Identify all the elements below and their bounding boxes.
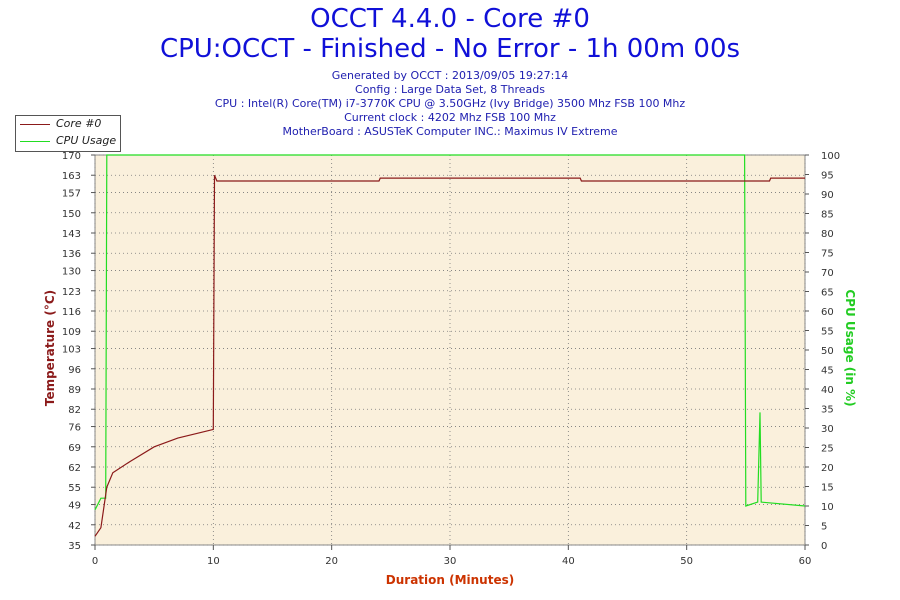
chart-legend: Core #0 CPU Usage bbox=[15, 115, 121, 152]
y-tick-label-left: 157 bbox=[62, 189, 81, 200]
chart-subtitle: CPU:OCCT - Finished - No Error - 1h 00m … bbox=[159, 34, 741, 64]
x-tick-label: 30 bbox=[444, 556, 457, 567]
y-tick-label-right: 70 bbox=[821, 268, 834, 279]
legend-swatch-cpu-usage bbox=[20, 141, 50, 142]
y-tick-label-right: 75 bbox=[821, 249, 834, 260]
series-line-cpu-usage bbox=[94, 154, 806, 511]
y-tick-label-right: 90 bbox=[821, 190, 834, 201]
y-tick-label-right: 35 bbox=[821, 405, 834, 416]
x-axis-label: Duration (Minutes) bbox=[386, 573, 514, 587]
y-tick-label-left: 96 bbox=[68, 365, 81, 376]
legend-item-core0: Core #0 bbox=[16, 116, 120, 133]
series-line-temp bbox=[94, 174, 805, 537]
y-tick-label-right: 0 bbox=[821, 541, 827, 552]
y-tick-label-left: 42 bbox=[68, 521, 81, 532]
y-tick-label-right: 100 bbox=[821, 151, 840, 162]
plot-area bbox=[94, 154, 806, 546]
y-tick-label-right: 20 bbox=[821, 463, 834, 474]
y-tick-label-left: 103 bbox=[62, 345, 81, 356]
y-tick-label-left: 170 bbox=[62, 151, 81, 162]
y-tick-label-right: 5 bbox=[821, 522, 827, 533]
info-motherboard: MotherBoard : ASUSTeK Computer INC.: Max… bbox=[282, 125, 618, 138]
info-clock: Current clock : 4202 Mhz FSB 100 Mhz bbox=[344, 111, 556, 124]
y-tick-label-right: 30 bbox=[821, 424, 834, 435]
y-tick-label-right: 40 bbox=[821, 385, 834, 396]
y-tick-label-right: 65 bbox=[821, 288, 834, 299]
y-tick-label-left: 35 bbox=[68, 541, 81, 552]
y-tick-label-right: 45 bbox=[821, 366, 834, 377]
x-tick-label: 60 bbox=[799, 556, 812, 567]
legend-item-cpu-usage: CPU Usage bbox=[16, 133, 120, 150]
legend-swatch-core0 bbox=[20, 124, 50, 125]
x-tick-label: 0 bbox=[92, 556, 98, 567]
x-tick-label: 10 bbox=[207, 556, 220, 567]
y-tick-label-left: 62 bbox=[68, 463, 81, 474]
y-tick-label-left: 69 bbox=[68, 443, 81, 454]
y-tick-label-left: 163 bbox=[62, 171, 81, 182]
y-tick-label-right: 80 bbox=[821, 229, 834, 240]
y-tick-label-right: 85 bbox=[821, 210, 834, 221]
y-tick-label-right: 50 bbox=[821, 346, 834, 357]
legend-label-cpu-usage: CPU Usage bbox=[56, 134, 117, 147]
y-tick-label-left: 150 bbox=[62, 209, 81, 220]
x-tick-label: 50 bbox=[680, 556, 693, 567]
chart-title: OCCT 4.4.0 - Core #0 bbox=[310, 4, 590, 34]
y-tick-label-left: 109 bbox=[62, 327, 81, 338]
y-tick-label-right: 10 bbox=[821, 502, 834, 513]
y-tick-label-left: 49 bbox=[68, 501, 81, 512]
y-tick-label-right: 60 bbox=[821, 307, 834, 318]
y-tick-label-right: 25 bbox=[821, 444, 834, 455]
y-tick-label-left: 136 bbox=[62, 249, 81, 260]
info-cpu: CPU : Intel(R) Core(TM) i7-3770K CPU @ 3… bbox=[214, 97, 686, 110]
y-tick-label-left: 89 bbox=[68, 385, 81, 396]
y-tick-label-left: 116 bbox=[62, 307, 81, 318]
x-tick-label: 20 bbox=[325, 556, 338, 567]
info-config: Config : Large Data Set, 8 Threads bbox=[355, 83, 545, 96]
y-tick-label-left: 82 bbox=[68, 405, 81, 416]
y-tick-label-left: 130 bbox=[62, 267, 81, 278]
y-tick-label-left: 55 bbox=[68, 483, 81, 494]
y-axis-label-right: CPU Usage (in %) bbox=[843, 289, 857, 406]
y-axis-label-left: Temperature (°C) bbox=[43, 290, 57, 406]
y-tick-label-right: 55 bbox=[821, 327, 834, 338]
y-tick-label-right: 15 bbox=[821, 483, 834, 494]
legend-label-core0: Core #0 bbox=[56, 117, 102, 130]
y-tick-label-left: 76 bbox=[68, 423, 81, 434]
info-generated: Generated by OCCT : 2013/09/05 19:27:14 bbox=[331, 69, 569, 82]
y-tick-label-right: 95 bbox=[821, 171, 834, 182]
y-tick-label-left: 123 bbox=[62, 287, 81, 298]
y-tick-label-left: 143 bbox=[62, 229, 81, 240]
x-tick-label: 40 bbox=[562, 556, 575, 567]
